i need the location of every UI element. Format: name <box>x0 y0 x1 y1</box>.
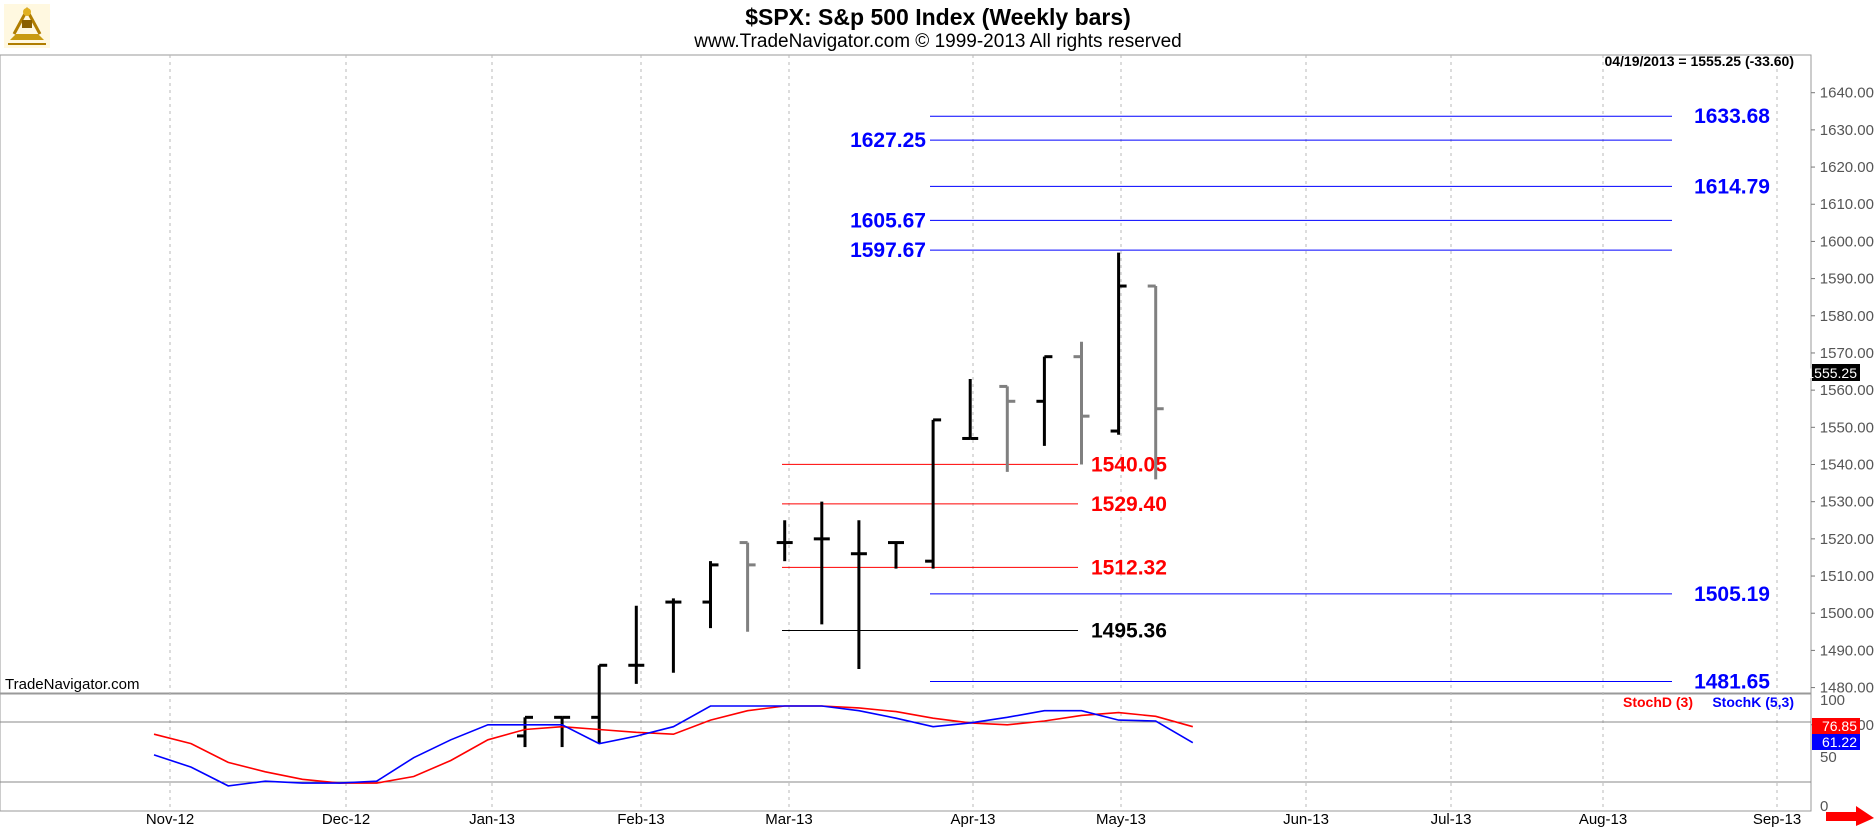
stoch-tick-label: 100 <box>1820 692 1845 709</box>
stochk-line <box>153 705 1194 787</box>
month-tick-label: Feb-13 <box>617 811 665 828</box>
price-tick-label: 1560.00 <box>1820 382 1874 399</box>
ohlc-bar <box>628 605 645 684</box>
month-tick-label: Nov-12 <box>146 811 194 828</box>
price-tick-label: 1540.00 <box>1820 457 1874 474</box>
ohlc-bar <box>925 418 942 569</box>
stoch-panel-frame <box>0 693 1812 812</box>
ohlc-bar <box>999 384 1016 472</box>
stochd-last-label: 76.85 <box>1822 718 1857 734</box>
price-tick-label: 1550.00 <box>1820 419 1874 436</box>
level-label: 1529.40 <box>1091 493 1167 516</box>
date-axis: Nov-12 Dec-12 Jan-13 Feb-13 Mar-13 Apr-13 May-… <box>146 811 1801 828</box>
price-axis: 1470.001480.001490.001500.001510.001520.… <box>1811 85 1874 734</box>
ohlc-bar <box>517 715 533 748</box>
stoch-tick-label: 50 <box>1820 749 1837 766</box>
level-label: 1605.67 <box>850 209 926 232</box>
stochd-line <box>153 705 1194 784</box>
red-right-arrow-icon[interactable] <box>1826 806 1874 826</box>
price-tick-label: 1500.00 <box>1820 605 1874 622</box>
ohlc-bar <box>554 715 571 748</box>
chart-subtitle: www.TradeNavigator.com © 1999-2013 All r… <box>694 31 1182 52</box>
level-label: 1627.25 <box>850 129 926 152</box>
month-tick-label: Jan-13 <box>469 811 515 828</box>
month-tick-label: May-13 <box>1096 811 1146 828</box>
price-tick-label: 1570.00 <box>1820 345 1874 362</box>
stoch-axis: 100 50 0 <box>1820 692 1845 815</box>
level-label: 1614.79 <box>1694 175 1770 198</box>
stochk-last-marker <box>1812 734 1860 750</box>
month-tick-label: Dec-12 <box>322 811 370 828</box>
stoch-tick-label: 0 <box>1820 798 1828 815</box>
level-label: 1505.19 <box>1694 583 1770 606</box>
ohlc-bar <box>1147 284 1164 480</box>
level-label: 1597.67 <box>850 239 926 262</box>
price-tick-label: 1530.00 <box>1820 494 1874 511</box>
chart-title: $SPX: S&p 500 Index (Weekly bars) <box>745 4 1131 30</box>
price-tick-label: 1590.00 <box>1820 271 1874 288</box>
price-tick-label: 1510.00 <box>1820 568 1874 585</box>
price-tick-label: 1620.00 <box>1820 159 1874 176</box>
ohlc-bar <box>1036 355 1053 446</box>
level-label: 1633.68 <box>1694 105 1770 128</box>
stochk-legend: StochK (5,3) <box>1712 694 1794 710</box>
month-tick-label: Jul-13 <box>1431 811 1472 828</box>
price-tick-label: 1640.00 <box>1820 85 1874 102</box>
ohlc-bar <box>1110 252 1127 435</box>
ohlc-bar <box>888 541 904 569</box>
price-tick-label: 1480.00 <box>1820 680 1874 697</box>
price-tick-label: 1600.00 <box>1820 233 1874 250</box>
stochd-legend: StochD (3) <box>1623 694 1693 710</box>
level-label: 1481.65 <box>1694 670 1770 693</box>
stochk-last-label: 61.22 <box>1822 734 1857 750</box>
ohlc-bar <box>702 561 719 629</box>
month-tick-label: Mar-13 <box>765 811 813 828</box>
price-readout: 04/19/2013 = 1555.25 (-33.60) <box>1604 53 1794 69</box>
gridlines <box>0 55 1811 811</box>
ohlc-bar <box>665 598 682 673</box>
price-tick-label: 1490.00 <box>1820 642 1874 659</box>
sextant-logo-icon[interactable] <box>4 4 50 48</box>
price-tick-label: 1580.00 <box>1820 308 1874 325</box>
last-price-marker <box>1812 364 1860 381</box>
month-tick-label: Apr-13 <box>950 811 995 828</box>
ohlc-bar <box>813 501 830 625</box>
ohlc-bar <box>591 663 608 744</box>
stochd-last-marker <box>1812 718 1860 734</box>
price-tick-label: 1630.00 <box>1820 122 1874 139</box>
ohlc-bar <box>739 541 756 632</box>
price-tick-label: 1520.00 <box>1820 531 1874 548</box>
ohlc-bar <box>850 520 867 669</box>
month-tick-label: Aug-13 <box>1579 811 1627 828</box>
month-tick-label: Jun-13 <box>1283 811 1329 828</box>
ohlc-bar <box>1073 341 1090 465</box>
price-bars <box>517 252 1164 748</box>
watermark: TradeNavigator.com <box>5 676 140 693</box>
month-tick-label: Sep-13 <box>1753 811 1801 828</box>
level-lines: 1633.68 1627.25 1614.79 1605.67 1597.67 1540.… <box>782 105 1770 693</box>
last-price-label: 1555.25 <box>1806 365 1857 381</box>
level-label: 1512.32 <box>1091 556 1167 579</box>
level-label: 1495.36 <box>1091 619 1167 642</box>
ohlc-bar <box>962 378 979 440</box>
stochastic-lines <box>153 705 1194 787</box>
price-tick-label: 1610.00 <box>1820 196 1874 213</box>
level-label: 1540.05 <box>1091 453 1167 476</box>
ohlc-bar <box>776 520 793 562</box>
